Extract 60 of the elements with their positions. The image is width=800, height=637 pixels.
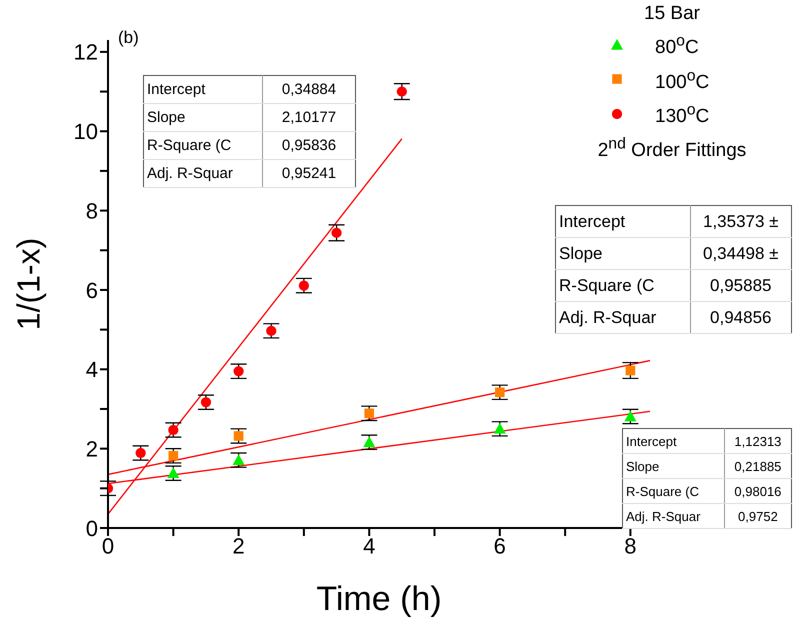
annotation: Slope (626, 458, 660, 474)
x-tick-label: 8 (624, 534, 637, 559)
annotation: R-Square (C (559, 276, 654, 294)
annotation: Adj. R-Squar (147, 165, 233, 182)
text: 0,34498 ± (703, 244, 779, 262)
point (331, 228, 342, 238)
point (234, 431, 244, 441)
legend-label: 80$^{o}$C (655, 33, 699, 58)
text: 0,94856 (710, 308, 772, 326)
annotation: Intercept (147, 81, 206, 98)
y-tick-label: 2 (86, 436, 98, 462)
y-tick-label: 12 (74, 40, 98, 65)
point (234, 366, 244, 376)
point (200, 397, 212, 408)
annotation: 0,95241 (282, 165, 336, 182)
annotation: Intercept (626, 434, 677, 448)
y-tick-label: 6 (86, 278, 98, 303)
x-tick-label: 2 (232, 534, 245, 559)
annotation: 0,95836 (282, 137, 336, 154)
annotation: Intercept (559, 212, 626, 230)
annotation: Slope (559, 244, 602, 262)
y-tick-label: 8 (86, 198, 98, 224)
legend-label: 130$^{o}$C (655, 102, 710, 127)
text: 0,21885 (734, 458, 782, 474)
point (364, 408, 374, 418)
point (168, 424, 178, 436)
text: 1,35373 ± (703, 212, 779, 230)
annotation: R-Square (C (626, 484, 699, 498)
point (266, 326, 276, 336)
x-tick-label: 6 (494, 534, 506, 559)
point (298, 280, 310, 291)
text: 0,95885 (710, 276, 772, 294)
text: 1,12313 (734, 434, 782, 448)
point (136, 448, 146, 458)
annotation: R-Square (C (147, 137, 232, 154)
annotation: 2$^{nd}$ Order Fittings (598, 136, 746, 162)
point (396, 86, 407, 97)
point (232, 454, 245, 465)
annotation: Adj. R-Squar (559, 308, 656, 326)
x-axis-title: Time (h) (316, 580, 442, 618)
point (363, 436, 376, 448)
point (495, 388, 505, 398)
y-tick-label: 0 (86, 516, 98, 541)
text: 0,9752 (738, 508, 778, 524)
annotation: 2,10177 (282, 109, 336, 126)
y-axis-title: 1/(1-x) (10, 238, 46, 330)
y-tick-label: 10 (74, 119, 98, 144)
x-tick-label: 4 (363, 534, 376, 559)
y-tick-label: 4 (86, 357, 98, 382)
annotation: Adj. R-Squar (626, 508, 700, 524)
point (626, 366, 636, 376)
point (494, 422, 506, 434)
legend-title: 15 Bar (643, 2, 701, 26)
text: 0,98016 (734, 484, 782, 498)
x-tick-label: 0 (102, 534, 114, 559)
legend-label: 100$^{o}$C (655, 67, 710, 93)
annotation: (b) (118, 28, 139, 48)
annotation: 0,34884 (282, 81, 336, 98)
annotation: Slope (147, 109, 186, 126)
point (624, 410, 636, 422)
